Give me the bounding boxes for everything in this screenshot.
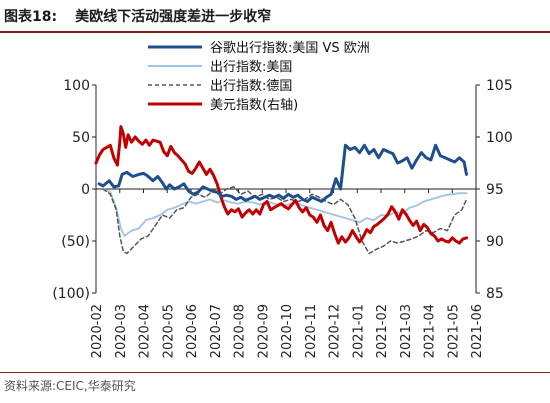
legend-label-0: 谷歌出行指数:美国 VS 欧洲	[210, 41, 370, 56]
legend-label-1: 出行指数:美国	[210, 60, 292, 75]
y-left-tick-label: (50)	[61, 234, 90, 250]
x-tick-label: 2020-10	[280, 304, 295, 358]
legend-label-3: 美元指数(右轴)	[210, 98, 298, 113]
x-tick-label: 2020-04	[138, 304, 153, 358]
x-tick-label: 2021-03	[399, 304, 414, 358]
y-right-tick-label: 85	[486, 286, 504, 302]
y-left-tick-label: 100	[63, 78, 90, 94]
x-tick-label: 2020-05	[161, 304, 176, 358]
line-chart: 100 50 0 (50) (100) 105 100 95 90 85 2020-02 2020-0…	[52, 41, 512, 358]
source-rule	[0, 372, 550, 373]
x-tick-label: 2020-03	[114, 304, 129, 358]
series-line-2	[102, 186, 468, 255]
x-tick-label: 2021-02	[375, 304, 390, 358]
x-tick-label: 2020-07	[209, 304, 224, 358]
x-tick-label: 2020-11	[304, 304, 319, 358]
figure-title: 图表18: 美欧线下活动强度差进一步收窄	[4, 6, 271, 26]
y-left-tick-label: (100)	[52, 286, 90, 302]
x-tick-label: 2020-08	[233, 304, 248, 358]
title-rule	[0, 31, 550, 33]
x-tick-label: 2021-05	[446, 304, 461, 358]
y-left-tick-label: 0	[81, 182, 90, 198]
legend-label-2: 出行指数:德国	[210, 79, 292, 94]
y-left-tick-label: 50	[72, 130, 90, 146]
series-layer	[94, 125, 468, 255]
figure-title-text: 美欧线下活动强度差进一步收窄	[75, 9, 272, 25]
x-tick-label: 2020-02	[90, 304, 105, 358]
x-tick-label: 2021-04	[423, 304, 438, 358]
y-right-tick-label: 100	[486, 130, 513, 146]
y-right-tick-label: 90	[486, 234, 504, 250]
series-line-0	[97, 143, 468, 203]
x-tick-label: 2021-01	[351, 304, 366, 358]
y-right-tick-label: 105	[486, 78, 513, 94]
x-tick-label: 2020-09	[256, 304, 271, 358]
figure-label: 图表18:	[4, 9, 58, 25]
y-right-tick-label: 95	[486, 182, 504, 198]
series-line-3	[94, 125, 468, 245]
axes-layer: 100 50 0 (50) (100) 105 100 95 90 85 2020-02 2020-0…	[52, 78, 512, 358]
source-note: 资料来源:CEIC,华泰研究	[4, 379, 136, 393]
x-tick-label: 2020-06	[185, 304, 200, 358]
x-tick-label: 2020-12	[328, 304, 343, 358]
x-tick-label: 2021-06	[470, 304, 485, 358]
